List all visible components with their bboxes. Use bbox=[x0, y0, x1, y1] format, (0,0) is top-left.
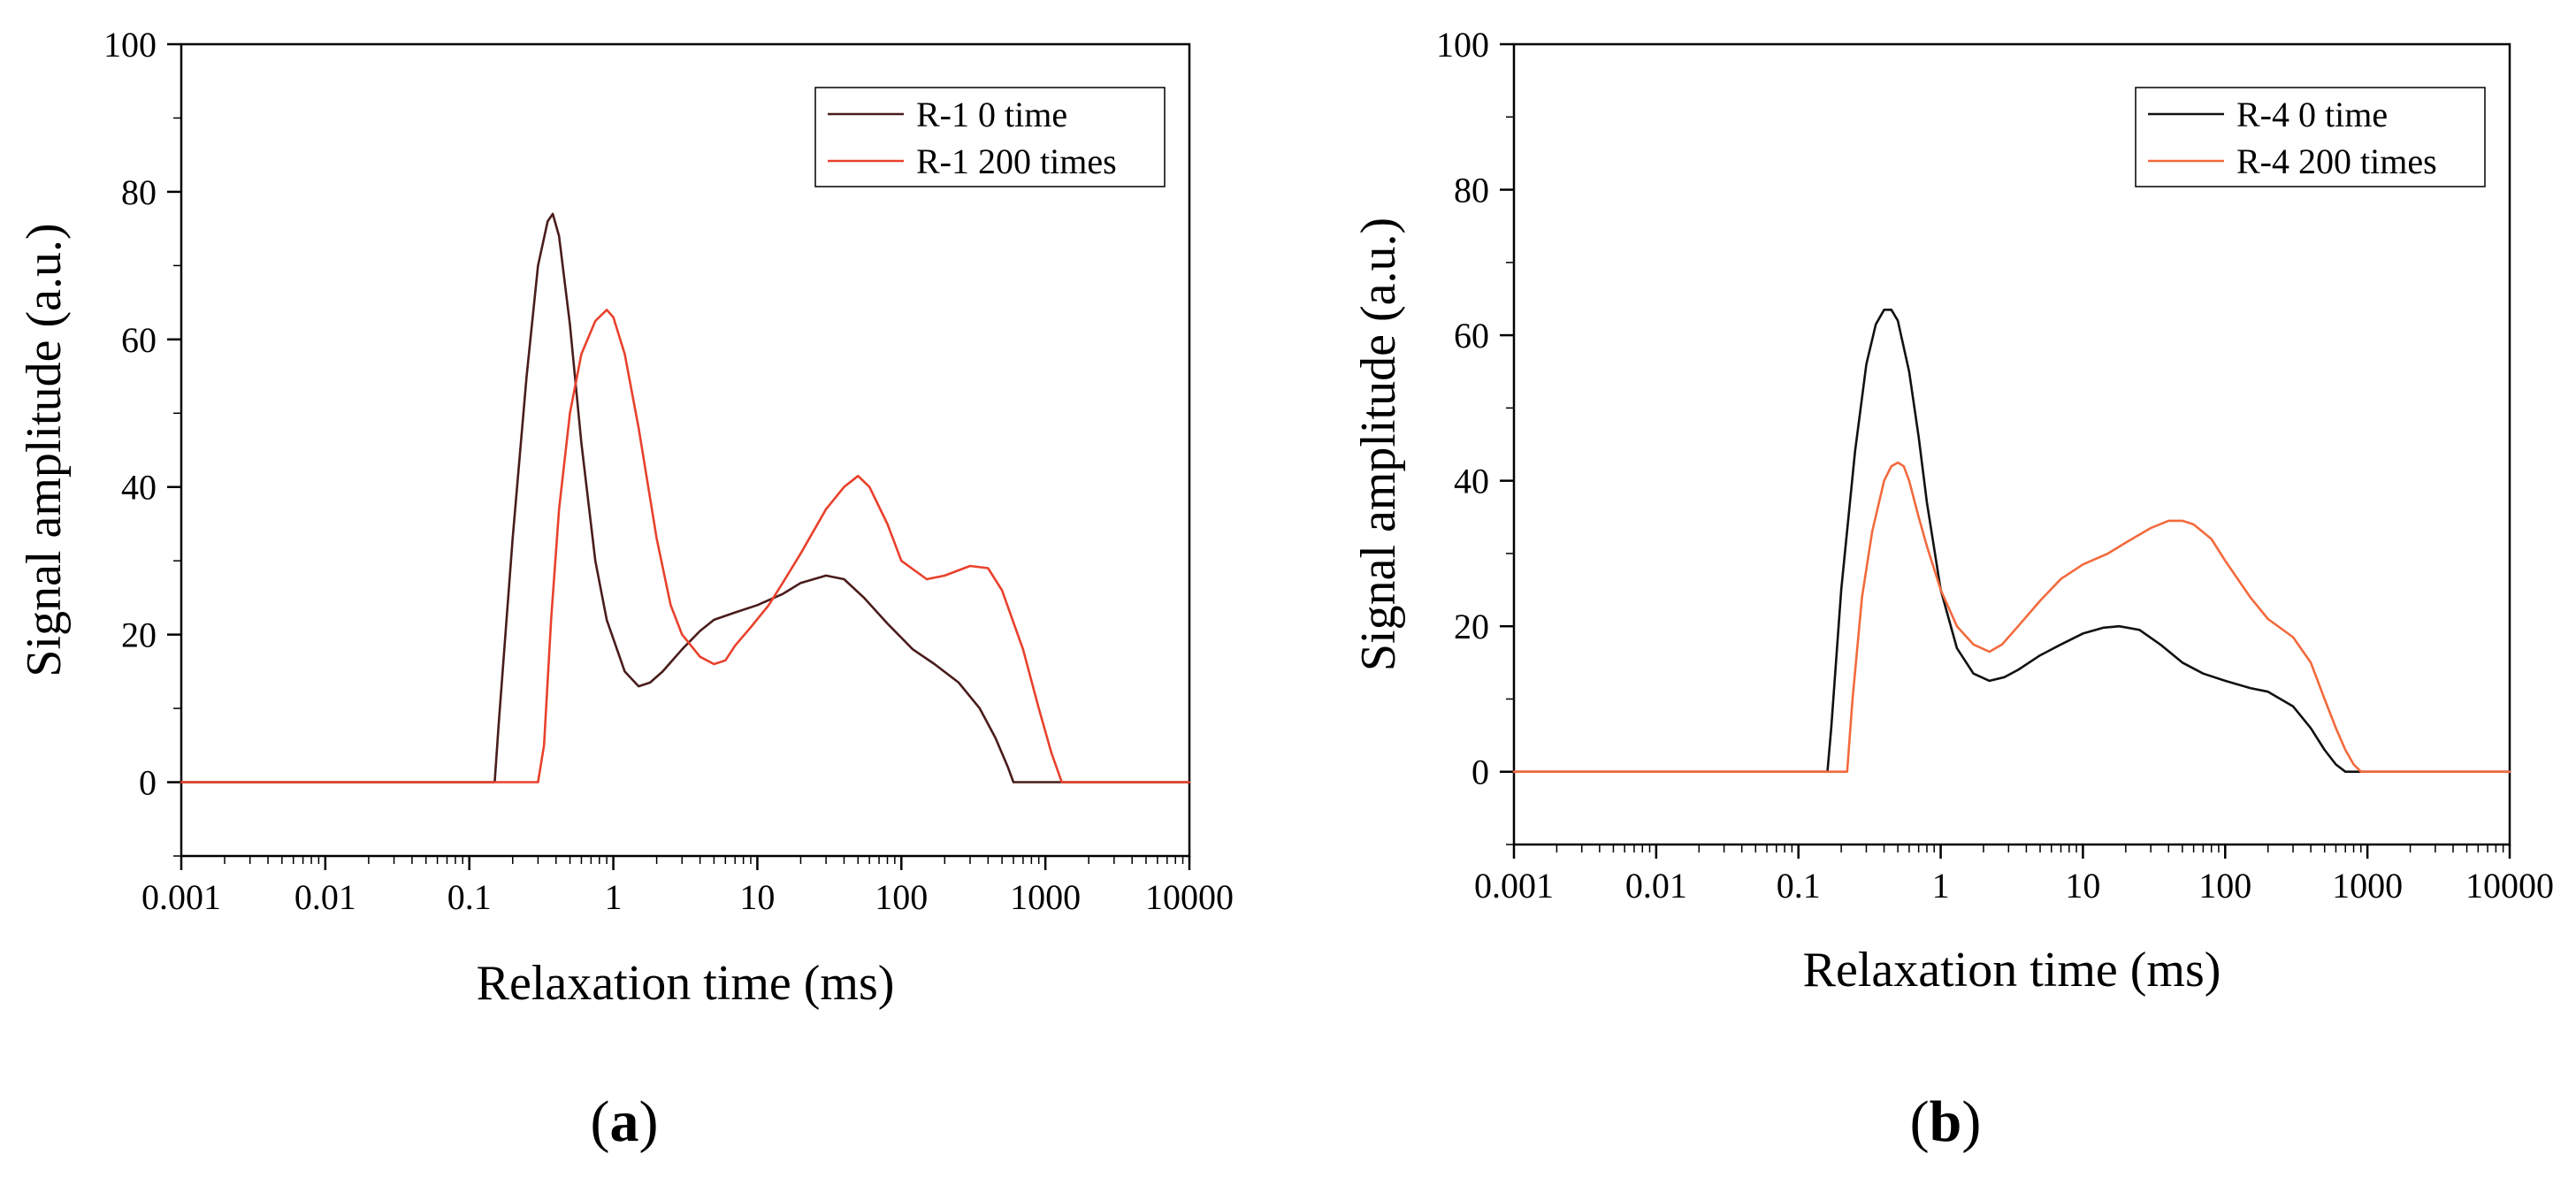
x-axis-title: Relaxation time (ms) bbox=[1803, 943, 2221, 997]
x-tick-label: 0.001 bbox=[141, 877, 221, 917]
series-line-r-4-200-times bbox=[1512, 461, 2511, 774]
y-tick-label: 40 bbox=[121, 468, 157, 508]
panel-label-paren: ( bbox=[1910, 1089, 1930, 1154]
legend: R-4 0 time R-4 200 times bbox=[2135, 87, 2486, 187]
panel-label-letter: a bbox=[610, 1089, 639, 1154]
legend-box bbox=[814, 87, 1166, 187]
panel-label-paren: ( bbox=[591, 1089, 610, 1154]
panel-label: (b) bbox=[1910, 1089, 1982, 1154]
x-tick-label: 0.1 bbox=[447, 877, 492, 917]
series-line-r-1-0-time bbox=[180, 212, 1191, 783]
x-tick-label: 0.1 bbox=[1777, 866, 1821, 906]
chart-panel-b: 0.001 0.01 0.1 1 10 100 1000 10000 0 20 40 60 80 100 R… bbox=[1351, 25, 2554, 1154]
y-tick-label: 0 bbox=[1471, 753, 1489, 792]
x-tick-label: 100 bbox=[2198, 866, 2251, 906]
x-tick-label: 10 bbox=[739, 877, 775, 917]
panel-label-paren: ) bbox=[639, 1089, 659, 1154]
y-tick-label: 100 bbox=[103, 25, 157, 65]
y-tick-label: 0 bbox=[139, 763, 157, 803]
legend-label: R-1 200 times bbox=[916, 141, 1117, 181]
y-tick-label: 100 bbox=[1436, 25, 1489, 65]
legend-box bbox=[2135, 87, 2486, 187]
x-tick-label: 10 bbox=[2065, 866, 2100, 906]
y-tick-label: 80 bbox=[121, 172, 157, 212]
x-tick-label: 0.01 bbox=[1625, 866, 1687, 906]
y-axis-title: Signal amplitude (a.u.) bbox=[1351, 218, 1406, 671]
legend: R-1 0 time R-1 200 times bbox=[814, 87, 1166, 187]
legend-label: R-1 0 time bbox=[916, 95, 1067, 134]
x-tick-label: 1000 bbox=[2332, 866, 2403, 906]
x-tick-label: 1 bbox=[605, 877, 623, 917]
x-tick-label: 1000 bbox=[1010, 877, 1081, 917]
y-tick-label: 40 bbox=[1454, 462, 1489, 501]
y-tick-label: 60 bbox=[121, 320, 157, 360]
series-line-r-4-0-time bbox=[1512, 308, 2511, 774]
y-tick-label: 80 bbox=[1454, 171, 1489, 210]
panel-label: (a) bbox=[591, 1089, 659, 1154]
x-tick-label: 0.01 bbox=[294, 877, 356, 917]
legend-label: R-4 0 time bbox=[2236, 95, 2388, 134]
plot-frame bbox=[180, 42, 1191, 858]
y-tick-label: 60 bbox=[1454, 316, 1489, 355]
legend-label: R-4 200 times bbox=[2236, 141, 2437, 181]
y-tick-label: 20 bbox=[1454, 607, 1489, 646]
x-tick-label: 10000 bbox=[2465, 866, 2554, 906]
plot-frame bbox=[1512, 42, 2511, 846]
y-axis-title: Signal amplitude (a.u.) bbox=[17, 223, 72, 676]
y-tick-label: 20 bbox=[121, 615, 157, 655]
x-tick-label: 100 bbox=[875, 877, 928, 917]
series-line-r-1-200-times bbox=[180, 309, 1191, 783]
x-axis-title: Relaxation time (ms) bbox=[477, 956, 895, 1011]
chart-panel-a: 0.001 0.01 0.1 1 10 100 1000 10000 0 20 40 60 80 100 R… bbox=[17, 25, 1234, 1154]
panel-label-letter: b bbox=[1930, 1089, 1962, 1154]
x-tick-label: 10000 bbox=[1145, 877, 1234, 917]
panel-label-paren: ) bbox=[1961, 1089, 1981, 1154]
x-tick-label: 0.001 bbox=[1474, 866, 1554, 906]
x-tick-label: 1 bbox=[1932, 866, 1950, 906]
